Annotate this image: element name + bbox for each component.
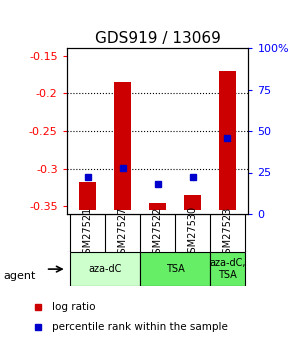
FancyBboxPatch shape xyxy=(140,252,210,286)
Bar xyxy=(184,195,201,210)
Text: TSA: TSA xyxy=(166,264,185,274)
Text: aza-dC: aza-dC xyxy=(88,264,122,274)
Text: GSM27522: GSM27522 xyxy=(152,206,163,259)
Text: aza-dC,
TSA: aza-dC, TSA xyxy=(209,258,246,280)
Bar xyxy=(219,71,236,210)
Text: agent: agent xyxy=(3,271,35,281)
Bar xyxy=(79,182,96,210)
Text: percentile rank within the sample: percentile rank within the sample xyxy=(52,322,228,332)
FancyBboxPatch shape xyxy=(70,252,140,286)
Text: GSM27530: GSM27530 xyxy=(188,206,198,259)
FancyBboxPatch shape xyxy=(210,252,245,286)
Bar xyxy=(149,203,166,210)
Text: GSM27521: GSM27521 xyxy=(83,206,93,259)
Text: GSM27523: GSM27523 xyxy=(222,206,232,259)
Text: GSM27527: GSM27527 xyxy=(118,206,128,259)
Bar xyxy=(114,82,131,210)
Text: log ratio: log ratio xyxy=(52,302,95,312)
Title: GDS919 / 13069: GDS919 / 13069 xyxy=(95,31,221,46)
